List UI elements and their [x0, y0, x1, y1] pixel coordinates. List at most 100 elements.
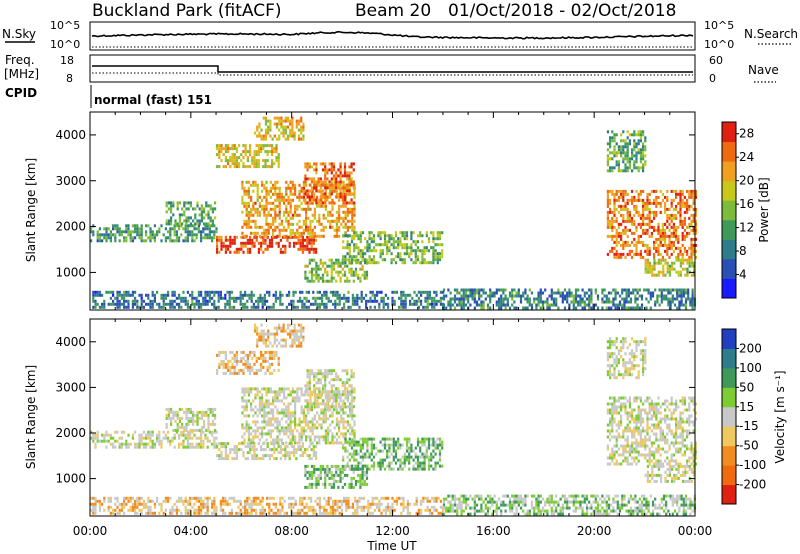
heatmap-cell [310, 195, 314, 199]
heatmap-cell [265, 399, 268, 403]
heatmap-cell [292, 302, 295, 306]
heatmap-cell [220, 362, 223, 366]
heatmap-cell [338, 299, 341, 303]
heatmap-cell [684, 288, 688, 292]
heatmap-cell [138, 305, 141, 309]
heatmap-cell [268, 362, 271, 366]
heatmap-cell [200, 236, 203, 240]
heatmap-cell [258, 396, 261, 400]
heatmap-cell [390, 237, 393, 241]
heatmap-cell [316, 290, 319, 294]
heatmap-cell [350, 165, 353, 169]
heatmap-cell [249, 241, 252, 245]
heatmap-cell [256, 195, 259, 199]
heatmap-cell [138, 433, 141, 437]
heatmap-cell [269, 201, 272, 205]
heatmap-cell [194, 213, 197, 217]
heatmap-cell [205, 213, 208, 217]
heatmap-cell [241, 426, 244, 430]
heatmap-cell [677, 225, 680, 229]
heatmap-cell [335, 177, 338, 181]
heatmap-cell [662, 270, 665, 274]
heatmap-cell [675, 270, 678, 274]
heatmap-cell [243, 189, 246, 193]
heatmap-cell [272, 302, 275, 306]
heatmap-cell [370, 258, 373, 262]
heatmap-cell [211, 207, 214, 211]
heatmap-cell [235, 159, 238, 163]
heatmap-cell [351, 299, 354, 303]
heatmap-cell [178, 216, 181, 220]
heatmap-cell [220, 244, 223, 248]
y-tick-label: 1000 [55, 265, 86, 279]
heatmap-cell [371, 299, 374, 303]
heatmap-cell [267, 231, 270, 235]
heatmap-cell [324, 432, 327, 436]
heatmap-cell [278, 216, 281, 220]
heatmap-cell [247, 213, 250, 217]
heatmap-cell [590, 288, 593, 292]
heatmap-cell [338, 423, 341, 427]
heatmap-cell [252, 441, 255, 445]
heatmap-cell [269, 417, 272, 421]
heatmap-cell [480, 306, 483, 310]
heatmap-cell [213, 439, 216, 443]
heatmap-cell [173, 299, 176, 303]
heatmap-cell [694, 207, 697, 211]
heatmap-cell [318, 219, 321, 223]
heatmap-cell [262, 241, 265, 245]
heatmap-cell [134, 302, 137, 306]
heatmap-cell [149, 236, 152, 240]
heatmap-cell [247, 192, 250, 196]
heatmap-cell [276, 225, 279, 229]
heatmap-cell [293, 448, 296, 452]
heatmap-cell [215, 430, 218, 434]
heatmap-cell [280, 411, 283, 415]
heatmap-cell [197, 305, 200, 309]
heatmap-cell [343, 381, 347, 385]
heatmap-cell [241, 198, 244, 202]
heatmap-cell [136, 230, 139, 234]
heatmap-cell [271, 332, 274, 336]
heatmap-cell [500, 303, 503, 307]
heatmap-cell [322, 417, 325, 421]
heatmap-cell [423, 246, 426, 250]
heatmap-cell [353, 387, 356, 391]
heatmap-cell [181, 222, 184, 226]
heatmap-cell [354, 273, 358, 277]
heatmap-cell [278, 429, 281, 433]
heatmap-cell [114, 430, 117, 434]
heatmap-cell [96, 430, 99, 434]
heatmap-cell [284, 244, 287, 248]
heatmap-cell [646, 222, 649, 226]
heatmap-cell [264, 338, 268, 342]
heatmap-cell [266, 368, 269, 372]
heatmap-cell [302, 408, 305, 412]
heatmap-cell [116, 230, 119, 234]
heatmap-cell [274, 219, 277, 223]
heatmap-cell [572, 303, 575, 307]
heatmap-cell [323, 293, 326, 297]
heatmap-cell [686, 207, 689, 211]
heatmap-cell [366, 249, 369, 253]
heatmap-cell [294, 183, 297, 187]
heatmap-cell [160, 439, 163, 443]
heatmap-cell [628, 213, 631, 217]
heatmap-cell [255, 457, 258, 461]
heatmap-cell [642, 145, 645, 149]
heatmap-cell [399, 255, 402, 259]
heatmap-cell [267, 225, 270, 229]
power-heatmap [90, 116, 697, 310]
heatmap-cell [198, 222, 201, 226]
heatmap-cell [265, 180, 268, 184]
heatmap-cell [193, 302, 196, 306]
heatmap-cell [408, 255, 411, 259]
heatmap-cell [289, 329, 292, 333]
heatmap-cell [209, 204, 212, 208]
heatmap-cell [260, 445, 263, 449]
heatmap-cell [625, 300, 628, 304]
heatmap-cell [667, 303, 670, 307]
heatmap-cell [306, 238, 309, 242]
heatmap-cell [617, 231, 620, 235]
heatmap-cell [351, 302, 354, 306]
